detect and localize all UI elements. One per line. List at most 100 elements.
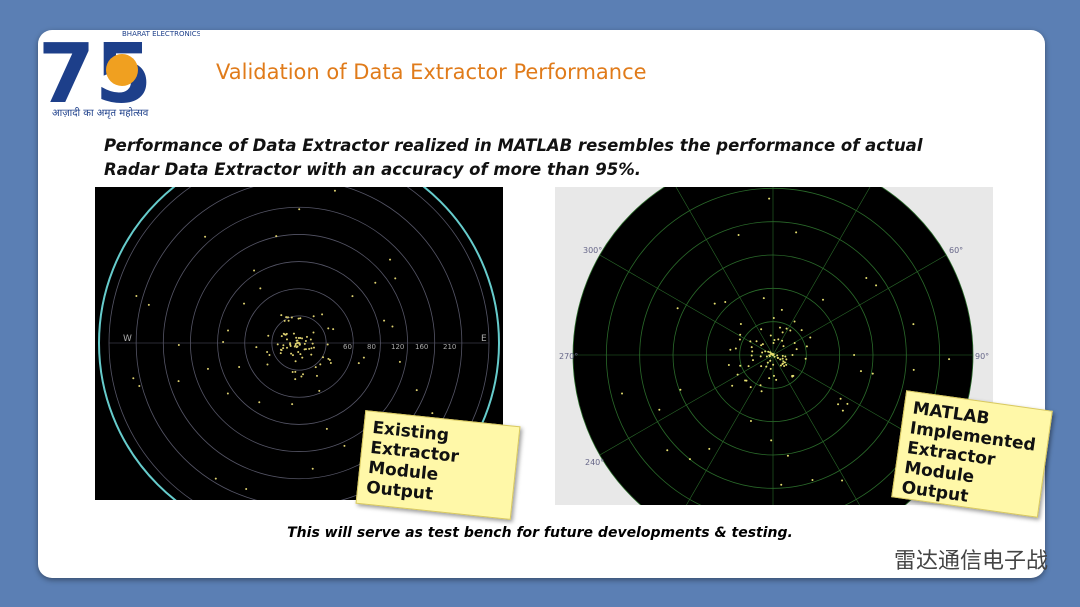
radar-plot: [739, 364, 742, 367]
radar-plot: [297, 336, 300, 339]
title: Validation of Data Extractor Performance: [216, 60, 647, 84]
radar-plot: [751, 359, 754, 362]
radar-plot: [736, 373, 739, 376]
radar-plot: [204, 235, 207, 238]
radar-plot: [282, 332, 285, 335]
radar-plot: [776, 354, 779, 357]
radar-label: E: [481, 334, 487, 344]
radar-label: 90°: [975, 352, 989, 361]
watermark: 雷达通信电子战: [893, 549, 1048, 574]
radar-plot: [865, 277, 868, 280]
radar-plot: [805, 345, 808, 348]
radar-plot: [266, 363, 269, 366]
radar-plot: [777, 356, 780, 359]
radar-plot: [301, 337, 304, 340]
radar-plot: [325, 427, 328, 430]
radar-plot: [275, 235, 278, 238]
radar-label: W: [123, 334, 132, 344]
radar-plot: [762, 297, 765, 300]
radar-edge: [98, 187, 500, 500]
radar-plot: [389, 258, 392, 261]
radar-plot: [765, 355, 768, 358]
radar-plot: [749, 419, 752, 422]
radar-plot: [795, 348, 798, 351]
radar-plot: [770, 439, 773, 442]
radar-plot: [214, 477, 217, 480]
radar-plot: [322, 356, 325, 359]
radar-plot: [759, 384, 762, 387]
radar-plot: [809, 336, 812, 339]
radar-plot: [676, 307, 679, 310]
radar-plot: [912, 323, 915, 326]
radar-label: 60: [343, 343, 352, 351]
radar-plot: [280, 335, 283, 338]
radar-plot: [769, 359, 772, 362]
radar-plot: [791, 374, 794, 377]
radar-plot: [327, 327, 330, 330]
radar-plot: [795, 231, 798, 234]
radar-plot: [859, 370, 862, 373]
radar-plot: [759, 355, 762, 358]
radar-plot: [329, 362, 332, 365]
radar-plot: [782, 345, 785, 348]
radar-plot: [328, 358, 331, 361]
radar-plot: [304, 340, 307, 343]
radar-plot: [283, 319, 286, 322]
radar-plot: [760, 390, 763, 393]
radar-plot: [781, 357, 784, 360]
radar-plot: [783, 364, 786, 367]
radar-plot: [332, 328, 335, 331]
radar-plot: [782, 360, 785, 363]
radar-plot: [760, 365, 763, 368]
radar-spoke: [772, 187, 871, 356]
logo-tagline: आज़ादी का अमृत महोत्सव: [52, 107, 149, 119]
radar-plot: [312, 315, 315, 318]
radar-label: 300°: [583, 246, 602, 255]
radar-plot: [784, 355, 787, 358]
logo: 75 BHARAT ELECTRONICS आज़ादी का अमृत महो…: [38, 27, 200, 122]
radar-plot: [291, 403, 294, 406]
radar-label: 270°: [559, 352, 578, 361]
radar-plot: [222, 341, 225, 344]
radar-plot: [772, 363, 775, 366]
radar-plot: [729, 348, 732, 351]
radar-plot: [783, 361, 786, 364]
radar-plot: [747, 365, 750, 368]
radar-plot: [135, 294, 138, 297]
radar-plot: [841, 479, 844, 482]
radar-plot: [739, 322, 742, 325]
radar-plot: [750, 346, 753, 349]
radar-plot: [280, 314, 283, 317]
radar-plot: [309, 338, 312, 341]
radar-plot: [785, 363, 788, 366]
radar-plot: [290, 352, 293, 355]
radar-plot: [779, 358, 782, 361]
radar-plot: [291, 371, 294, 374]
radar-plot: [853, 354, 856, 357]
radar-plot: [666, 449, 669, 452]
radar-plot: [282, 347, 285, 350]
radar-plot: [846, 402, 849, 405]
radar-plot: [280, 349, 283, 352]
radar-plot: [299, 353, 302, 356]
radar-plot: [780, 483, 783, 486]
radar-plot: [772, 374, 775, 377]
radar-plot: [295, 336, 298, 339]
radar-plot: [765, 365, 768, 368]
radar-plot: [253, 269, 256, 272]
radar-plot: [779, 364, 782, 367]
radar-plot: [786, 454, 789, 457]
radar-plot: [289, 343, 292, 346]
radar-plot: [766, 361, 769, 364]
radar-plot: [731, 384, 734, 387]
radar-plot: [811, 478, 814, 481]
radar-plot: [751, 350, 754, 353]
radar-plot: [132, 377, 135, 380]
radar-plot: [793, 320, 796, 323]
radar-plot: [791, 354, 794, 357]
radar-plot: [760, 344, 763, 347]
radar-plot: [285, 338, 288, 341]
radar-plot: [383, 319, 386, 322]
radar-plot: [300, 375, 303, 378]
